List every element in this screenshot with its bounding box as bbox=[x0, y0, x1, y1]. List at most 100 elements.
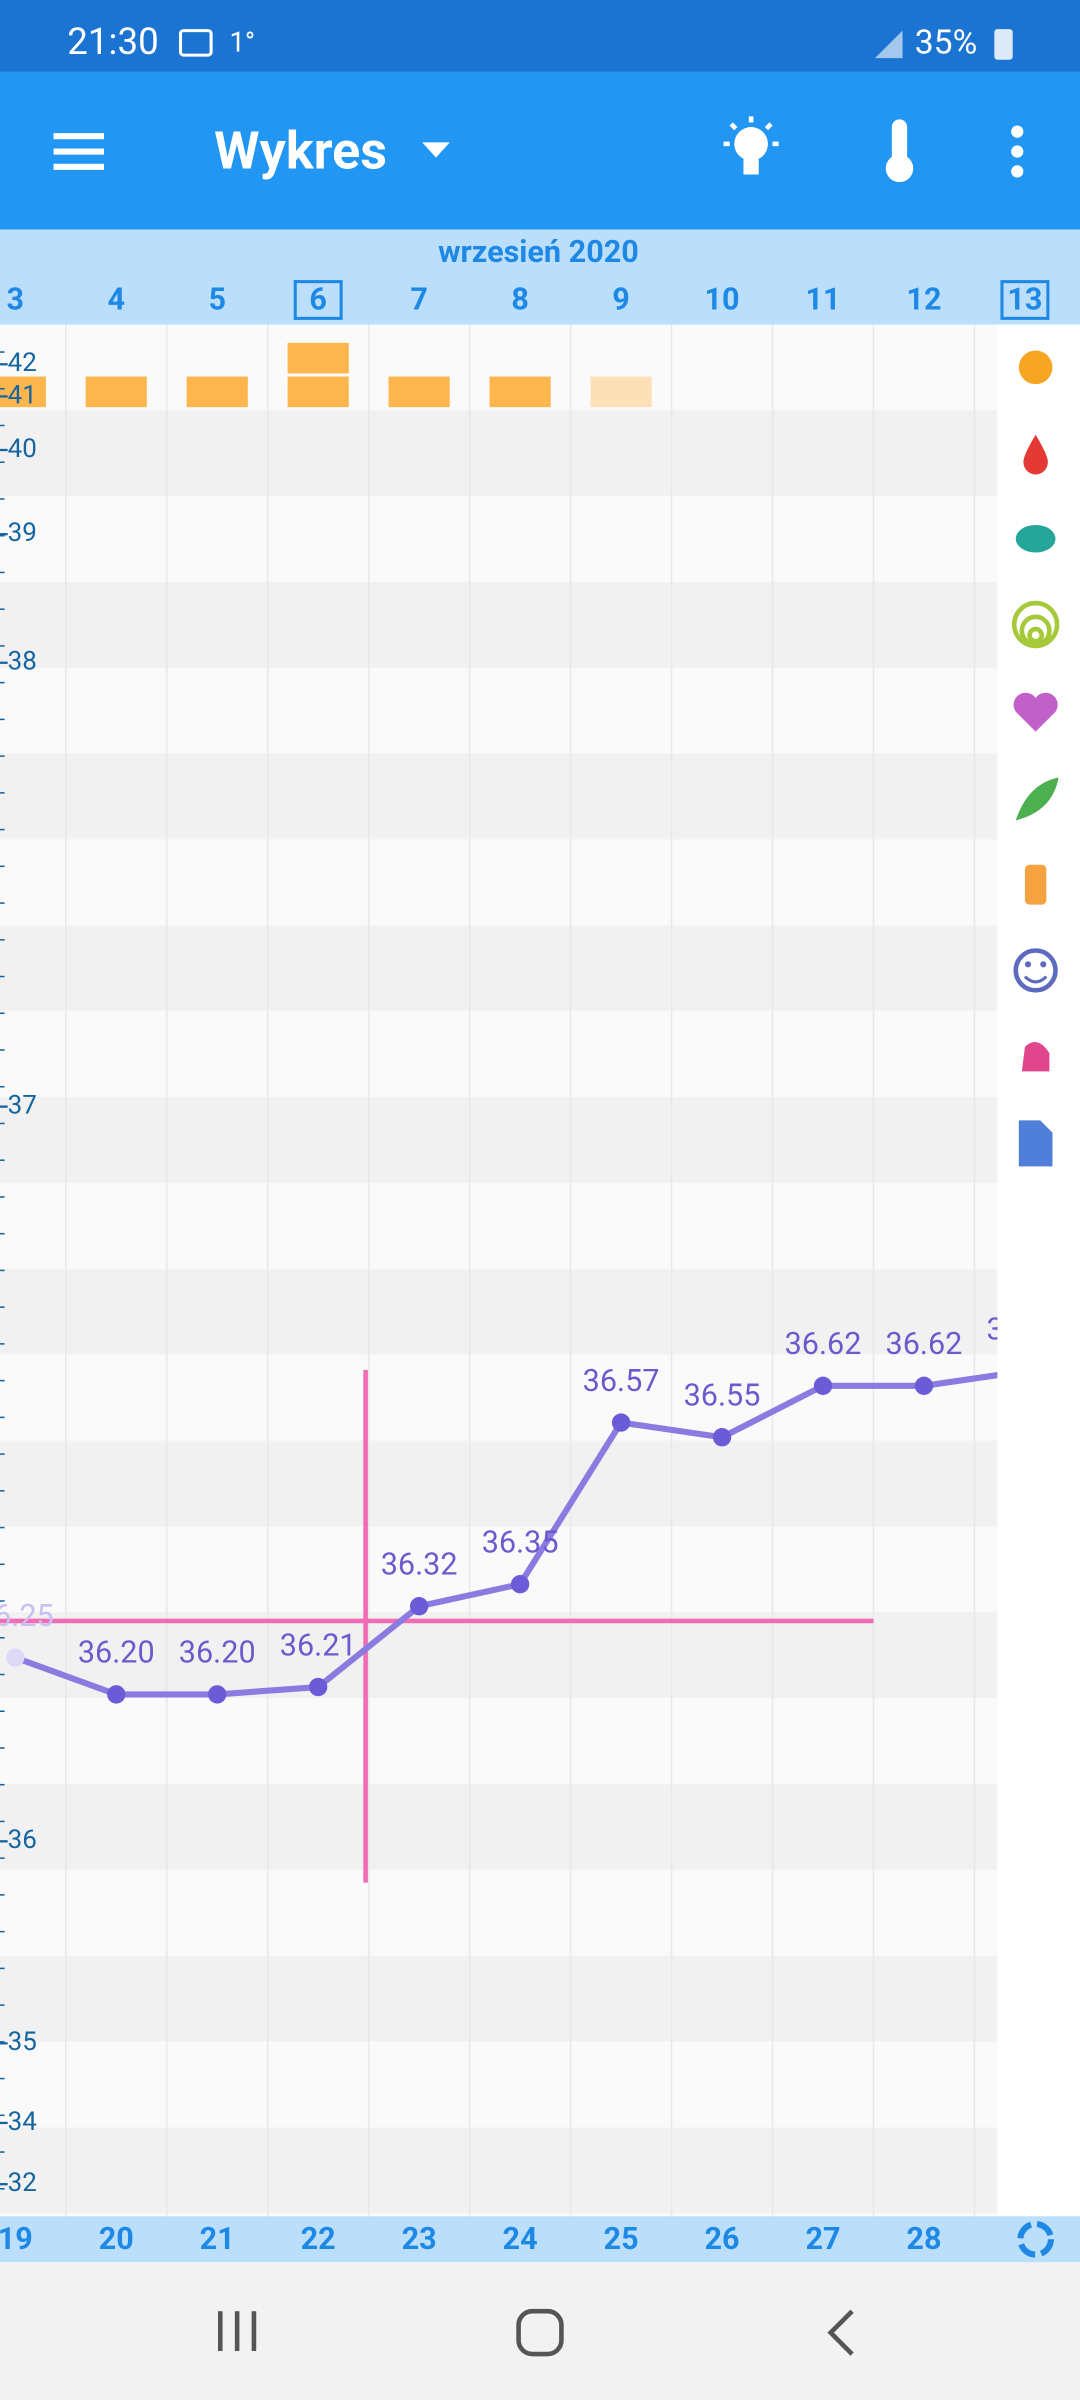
gallery-icon bbox=[178, 29, 213, 57]
drop-icon[interactable] bbox=[1023, 434, 1048, 475]
band bbox=[0, 753, 998, 840]
period-marker bbox=[186, 376, 248, 408]
splash-icon[interactable] bbox=[1015, 525, 1056, 553]
mood-icon[interactable] bbox=[1013, 948, 1058, 993]
value-label: 36.55 bbox=[684, 1379, 761, 1414]
nav-bar bbox=[0, 2262, 1080, 2400]
y-tick-label: 36 bbox=[8, 1825, 37, 1855]
day-label: 3 bbox=[7, 283, 25, 318]
plot: 36.25 36.20 36.20 36.21 36.32 36.35 36.57 36.55… bbox=[0, 342, 1064, 1883]
cycle-day-label: 20 bbox=[99, 2222, 134, 2257]
cycle-day-label: 22 bbox=[301, 2222, 336, 2257]
temperature-point bbox=[309, 1677, 328, 1697]
y-tick-label: 32 bbox=[8, 2168, 37, 2198]
day-highlight bbox=[293, 280, 343, 320]
signal-icon bbox=[875, 30, 903, 59]
value-label: 36.32 bbox=[381, 1548, 458, 1583]
status-extra: 1° bbox=[229, 26, 255, 59]
day-label: 13 bbox=[1007, 283, 1042, 318]
band bbox=[0, 925, 998, 1012]
value-label: 36.21 bbox=[280, 1628, 357, 1663]
date-header bbox=[0, 229, 1080, 325]
temperature-point bbox=[208, 1685, 227, 1704]
back-button[interactable] bbox=[827, 2309, 854, 2356]
column-lines bbox=[65, 324, 976, 2217]
cycle-day-label: 27 bbox=[805, 2222, 840, 2257]
y-tick-label: 42 bbox=[8, 348, 37, 378]
band bbox=[0, 1955, 998, 2042]
cycle-day-label: 19 bbox=[0, 2222, 33, 2257]
band bbox=[0, 410, 998, 496]
heart-icon[interactable] bbox=[1013, 692, 1058, 732]
cycle-day-label: 26 bbox=[704, 2222, 739, 2257]
y-tick-label: 41 bbox=[8, 380, 37, 410]
temperature-point bbox=[409, 1597, 429, 1616]
period-marker bbox=[388, 376, 450, 408]
cycle-day-label: 21 bbox=[200, 2222, 235, 2257]
band bbox=[0, 1097, 998, 1183]
day-label: 6 bbox=[309, 283, 327, 318]
value-label: 36.62 bbox=[886, 1327, 963, 1362]
period-marker bbox=[287, 376, 349, 408]
value-label: 36.20 bbox=[179, 1636, 256, 1671]
cycle-day-label: 23 bbox=[402, 2222, 437, 2257]
leaf-icon[interactable] bbox=[1015, 777, 1059, 821]
cycle-day-label: 28 bbox=[906, 2222, 941, 2257]
temperature-point bbox=[107, 1685, 126, 1704]
status-battery: 35% bbox=[915, 23, 977, 62]
day-highlight bbox=[1000, 280, 1050, 320]
bulb-button[interactable] bbox=[723, 116, 779, 175]
value-label: 36.35 bbox=[482, 1525, 559, 1560]
day-label: 12 bbox=[906, 283, 941, 318]
day-label: 9 bbox=[612, 283, 630, 318]
value-label: 36.64 bbox=[987, 1312, 1064, 1347]
temperature-point bbox=[6, 1648, 25, 1667]
temperature-point bbox=[813, 1376, 833, 1395]
day-label: 7 bbox=[410, 283, 428, 318]
recents-button[interactable] bbox=[217, 2311, 257, 2352]
band bbox=[0, 1440, 998, 1527]
y-tick-label: 35 bbox=[8, 2027, 37, 2057]
pill-icon[interactable] bbox=[1024, 864, 1047, 905]
note-icon[interactable] bbox=[1018, 1120, 1053, 1167]
value-label: 36.20 bbox=[78, 1636, 155, 1671]
app-title[interactable]: Wykres bbox=[214, 120, 387, 181]
home-button[interactable] bbox=[516, 2308, 564, 2357]
cycle-icon[interactable] bbox=[1017, 2220, 1054, 2258]
day-label: 5 bbox=[208, 283, 226, 318]
icon-column bbox=[997, 324, 1080, 2217]
symptom-icon[interactable] bbox=[1021, 1042, 1050, 1072]
y-tick-label: 39 bbox=[8, 518, 37, 548]
value-label: 36.25 bbox=[0, 1599, 54, 1634]
more-button[interactable] bbox=[1011, 125, 1024, 178]
period-marker bbox=[590, 376, 652, 408]
day-label: 8 bbox=[511, 283, 529, 318]
cycle-day-strip bbox=[0, 2216, 1080, 2263]
flower-icon[interactable] bbox=[1018, 350, 1053, 385]
battery-icon bbox=[994, 29, 1013, 60]
y-tick-label: 38 bbox=[8, 647, 37, 677]
app-bar bbox=[0, 71, 1080, 230]
day-label: 11 bbox=[805, 283, 840, 318]
menu-button[interactable] bbox=[53, 133, 105, 170]
band bbox=[0, 1784, 998, 1870]
thermometer-button[interactable] bbox=[885, 119, 914, 183]
day-label: 10 bbox=[704, 283, 739, 318]
temperature-point bbox=[914, 1376, 934, 1395]
y-tick-label: 37 bbox=[8, 1091, 37, 1121]
dropdown-arrow[interactable] bbox=[422, 142, 450, 158]
status-time: 21:30 bbox=[67, 20, 158, 63]
band bbox=[0, 581, 998, 668]
period-marker bbox=[85, 376, 147, 408]
temperature-point bbox=[510, 1575, 530, 1594]
rings-icon[interactable] bbox=[1011, 600, 1060, 649]
value-label: 36.57 bbox=[583, 1364, 660, 1399]
period-marker bbox=[0, 376, 46, 408]
temperature-point bbox=[611, 1413, 631, 1432]
y-tick-label: 40 bbox=[8, 434, 37, 464]
period-marker bbox=[489, 376, 551, 408]
value-label: 36.62 bbox=[785, 1327, 862, 1362]
period-marker bbox=[287, 342, 349, 374]
